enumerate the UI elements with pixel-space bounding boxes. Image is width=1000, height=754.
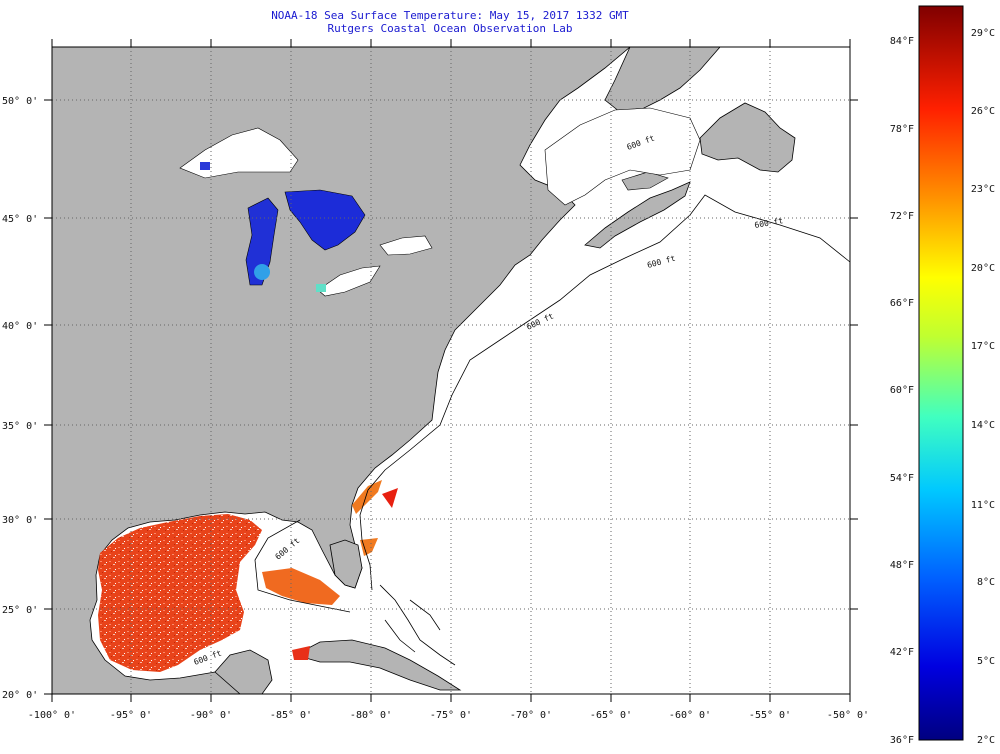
lon-label: -55° 0': [749, 710, 791, 721]
cuba-landmass: [293, 639, 462, 691]
celsius-label: 26°C: [971, 106, 995, 117]
map-subtitle: Rutgers Coastal Ocean Observation Lab: [327, 22, 573, 35]
lon-label: -95° 0': [110, 710, 152, 721]
bathymetry-contour-gulf: [254, 519, 351, 613]
lake-erie: [317, 265, 381, 297]
atlantic-shelf-sst-patch-1: [352, 480, 382, 514]
lat-label: 45° 0': [2, 214, 38, 225]
lon-label: -65° 0': [590, 710, 632, 721]
cuba-north-sst-patch: [292, 646, 310, 660]
lon-label: -80° 0': [350, 710, 392, 721]
lat-label: 20° 0': [2, 690, 38, 701]
celsius-label: 2°C: [977, 735, 995, 746]
fahrenheit-label: 66°F: [890, 298, 914, 309]
lon-label: -60° 0': [669, 710, 711, 721]
atlantic-shelf-sst-patch-2: [382, 488, 398, 508]
bahamas-islands: [379, 584, 456, 666]
celsius-label: 8°C: [977, 577, 995, 588]
fahrenheit-label: 36°F: [890, 735, 914, 746]
lon-label: -70° 0': [510, 710, 552, 721]
gulf-st-lawrence-no-data: [544, 107, 701, 206]
celsius-labels: 29°C 26°C 23°C 20°C 17°C 14°C 11°C 8°C 5…: [971, 28, 995, 746]
fahrenheit-label: 42°F: [890, 647, 914, 658]
florida-peninsula: [329, 539, 363, 589]
longitude-labels-bottom: -100° 0' -95° 0' -90° 0' -85° 0' -80° 0'…: [28, 710, 869, 721]
lon-label: -50° 0': [827, 710, 869, 721]
celsius-label: 23°C: [971, 184, 995, 195]
bathymetry-contour-600ft: [359, 194, 851, 591]
celsius-label: 20°C: [971, 263, 995, 274]
lat-label: 30° 0': [2, 515, 38, 526]
fahrenheit-label: 48°F: [890, 560, 914, 571]
fahrenheit-label: 84°F: [890, 36, 914, 47]
lake-superior-cold-patch: [200, 162, 210, 170]
fahrenheit-label: 60°F: [890, 385, 914, 396]
lon-label: -75° 0': [430, 710, 472, 721]
celsius-label: 14°C: [971, 420, 995, 431]
gulf-of-mexico-sst: [98, 514, 262, 672]
lat-label: 50° 0': [2, 96, 38, 107]
gulf-east-sst-patch: [262, 568, 340, 605]
map-title: NOAA-18 Sea Surface Temperature: May 15,…: [271, 9, 629, 22]
gridlines: [52, 47, 850, 694]
color-scale-bar: 84°F 78°F 72°F 66°F 60°F 54°F 48°F 42°F …: [890, 5, 995, 746]
lake-erie-warm-patch: [316, 284, 326, 292]
map-plot: 600 ft 600 ft 600 ft 600 ft 600 ft 600 f…: [44, 39, 858, 702]
celsius-label: 5°C: [977, 656, 995, 667]
florida-east-sst-patch: [360, 538, 378, 556]
lon-label: -85° 0': [270, 710, 312, 721]
celsius-label: 11°C: [971, 500, 995, 511]
newfoundland-landmass: [699, 102, 796, 173]
lon-label: -100° 0': [28, 710, 76, 721]
pei-island: [621, 171, 669, 191]
celsius-label: 29°C: [971, 28, 995, 39]
lat-label: 40° 0': [2, 321, 38, 332]
lat-label: 25° 0': [2, 605, 38, 616]
labrador-coast: [604, 46, 721, 113]
colorbar-gradient: [918, 5, 964, 741]
fahrenheit-label: 54°F: [890, 473, 914, 484]
axis-ticks: [44, 39, 858, 702]
lat-label: 35° 0': [2, 421, 38, 432]
lake-michigan-warm-patch: [254, 264, 270, 280]
fahrenheit-labels: 84°F 78°F 72°F 66°F 60°F 54°F 48°F 42°F …: [890, 36, 914, 746]
fahrenheit-label: 72°F: [890, 211, 914, 222]
fahrenheit-label: 78°F: [890, 124, 914, 135]
lake-ontario: [379, 235, 433, 256]
latitude-labels-left: 50° 0' 45° 0' 40° 0' 35° 0' 30° 0' 25° 0…: [2, 96, 38, 701]
lon-label: -90° 0': [190, 710, 232, 721]
celsius-label: 17°C: [971, 341, 995, 352]
